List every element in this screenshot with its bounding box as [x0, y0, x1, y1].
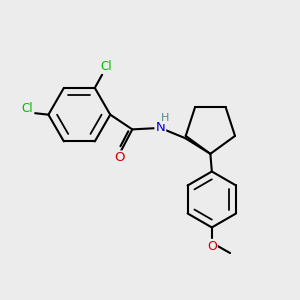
- Text: N: N: [155, 122, 165, 134]
- Text: O: O: [207, 240, 217, 253]
- Text: O: O: [114, 152, 125, 164]
- Text: Cl: Cl: [100, 60, 112, 73]
- Text: H: H: [160, 113, 169, 123]
- Text: Cl: Cl: [21, 102, 33, 115]
